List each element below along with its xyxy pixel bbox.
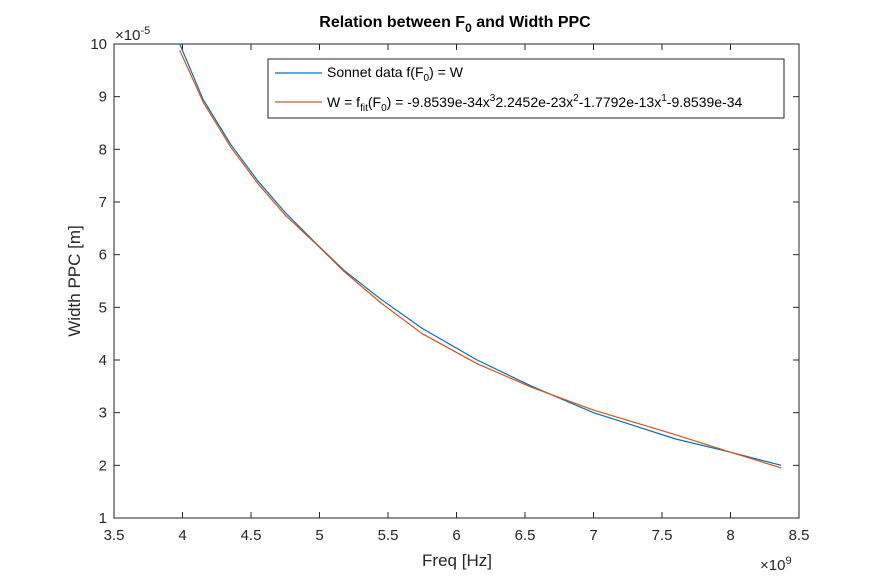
x-tick-label: 7 xyxy=(589,527,597,544)
y-exponent-label: ×10-5 xyxy=(115,25,150,44)
y-tick-label: 4 xyxy=(99,352,107,369)
legend-fit-p3: ) = -9.8539e-34x xyxy=(387,94,490,110)
y-exponent-base: ×10 xyxy=(115,27,140,44)
y-tick-label: 8 xyxy=(99,141,107,158)
legend-sonnet-suffix: ) = W xyxy=(429,64,464,80)
legend: Sonnet data f(F0) = W W = ffit(F0) = -9.… xyxy=(267,58,785,119)
x-tick-label: 8 xyxy=(726,527,734,544)
x-tick-labels: 3.5 4 4.5 5 5.5 6 6.5 7 7.5 8 8.5 xyxy=(104,527,810,544)
y-tick-label: 9 xyxy=(99,89,107,106)
chart-title-prefix: Relation between F xyxy=(319,14,465,31)
x-tick-label: 5 xyxy=(315,527,323,544)
legend-entry-fit: W = ffit(F0) = -9.8539e-34x32.2452e-23x2… xyxy=(327,93,743,114)
legend-fit-p1: W = f xyxy=(327,94,360,110)
x-exponent-label: ×109 xyxy=(760,555,792,574)
legend-sonnet-sub: 0 xyxy=(424,73,430,84)
x-tick-label: 3.5 xyxy=(104,527,125,544)
y-axis-label: Width PPC [m] xyxy=(65,225,84,336)
x-tick-label: 4.5 xyxy=(241,527,262,544)
chart-title: Relation between F0 and Width PPC xyxy=(319,14,591,35)
chart-title-subscript: 0 xyxy=(465,21,472,35)
x-tick-label: 4 xyxy=(178,527,186,544)
series-line-sonnet-data xyxy=(179,43,782,466)
legend-fit-e1: 3 xyxy=(490,93,496,104)
legend-box xyxy=(267,58,785,119)
y-tick-label: 6 xyxy=(99,247,107,264)
x-exponent-power: 9 xyxy=(785,555,791,567)
legend-fit-e3: 1 xyxy=(661,93,667,104)
legend-fit-p4: 2.2452e-23x xyxy=(495,94,573,110)
series-line-fit xyxy=(179,50,782,469)
y-tick-label: 10 xyxy=(90,36,107,53)
y-tick-label: 7 xyxy=(99,194,107,211)
legend-fit-p6: -9.8539e-34 xyxy=(667,94,743,110)
legend-fit-s1: fit xyxy=(360,103,368,114)
x-axis-label: Freq [Hz] xyxy=(422,551,492,570)
x-tick-label: 8.5 xyxy=(789,527,810,544)
legend-entry-sonnet: Sonnet data f(F0) = W xyxy=(327,64,464,84)
legend-sonnet-prefix: Sonnet data f(F xyxy=(327,64,424,80)
plot-area xyxy=(113,43,800,519)
legend-fit-p2: (F xyxy=(368,94,381,110)
legend-fit-e2: 2 xyxy=(573,93,579,104)
x-tick-label: 5.5 xyxy=(378,527,399,544)
y-tick-label: 5 xyxy=(99,299,107,316)
x-tick-label: 6.5 xyxy=(515,527,536,544)
x-tick-label: 7.5 xyxy=(652,527,673,544)
y-tick-label: 1 xyxy=(99,510,107,527)
legend-fit-s2: 0 xyxy=(381,103,387,114)
chart-title-suffix: and Width PPC xyxy=(472,14,591,31)
series-lines xyxy=(179,43,782,469)
y-exponent-power: -5 xyxy=(140,25,150,37)
legend-fit-p5: -1.7792e-13x xyxy=(579,94,662,110)
axis-ticks xyxy=(113,43,800,519)
x-tick-label: 6 xyxy=(452,527,460,544)
x-exponent-base: ×10 xyxy=(760,557,785,574)
y-tick-labels: 1 2 3 4 5 6 7 8 9 10 xyxy=(90,36,107,527)
y-tick-label: 2 xyxy=(99,457,107,474)
y-tick-label: 3 xyxy=(99,405,107,422)
